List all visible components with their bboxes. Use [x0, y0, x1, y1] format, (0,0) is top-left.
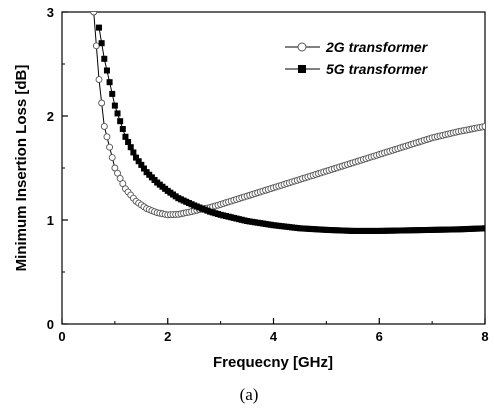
series-open-circle [90, 12, 485, 219]
x-tick-label: 2 [164, 329, 171, 344]
data-point [103, 67, 110, 74]
data-point [103, 133, 111, 141]
data-point [138, 161, 145, 168]
data-point [481, 122, 485, 130]
x-tick-label: 6 [376, 329, 383, 344]
data-point [482, 225, 485, 232]
data-point [106, 79, 113, 86]
data-point [122, 133, 129, 140]
y-tick-label: 0 [47, 317, 54, 332]
data-point [106, 143, 114, 151]
data-point [100, 122, 108, 130]
data-point [127, 144, 134, 151]
series-filled-square [96, 24, 485, 234]
data-point [92, 42, 100, 50]
data-point [95, 76, 103, 84]
x-tick-label: 8 [481, 329, 488, 344]
series-layer [90, 12, 485, 234]
plot-frame [61, 11, 486, 325]
x-axis-title: Frequecny [GHz] [213, 354, 333, 371]
legend-marker [298, 65, 306, 73]
data-point [117, 118, 124, 125]
x-tick-label: 0 [58, 329, 65, 344]
data-point [114, 110, 121, 117]
data-point [109, 90, 116, 97]
series-line [98, 27, 485, 232]
data-point [130, 149, 137, 156]
legend-item: 5G transformer [285, 61, 429, 77]
data-point [133, 154, 140, 161]
y-tick-label: 2 [47, 109, 54, 124]
y-tick-label: 1 [47, 213, 54, 228]
data-point [108, 154, 116, 162]
data-point [101, 55, 108, 62]
data-point [140, 165, 147, 172]
data-point [98, 99, 106, 107]
y-tick-label: 3 [47, 5, 54, 20]
y-axis-title: Minimum Insertion Loss [dB] [13, 65, 30, 272]
legend: 2G transformer 5G transformer [285, 39, 429, 77]
y-axis-ticks: 0 1 2 3 [47, 5, 68, 332]
data-point [96, 24, 103, 31]
legend-label: 2G transformer [325, 39, 429, 55]
data-point [90, 12, 98, 16]
data-point [125, 139, 132, 145]
x-tick-label: 4 [270, 329, 278, 344]
data-point [98, 40, 105, 47]
legend-item: 2G transformer [285, 39, 429, 55]
figure-caption: (a) [240, 385, 259, 404]
data-point [111, 102, 118, 109]
legend-marker [297, 42, 307, 52]
data-point [135, 158, 142, 165]
data-point [119, 126, 126, 132]
legend-label: 5G transformer [326, 61, 429, 77]
x-axis-ticks: 0 2 4 6 8 [58, 318, 489, 344]
